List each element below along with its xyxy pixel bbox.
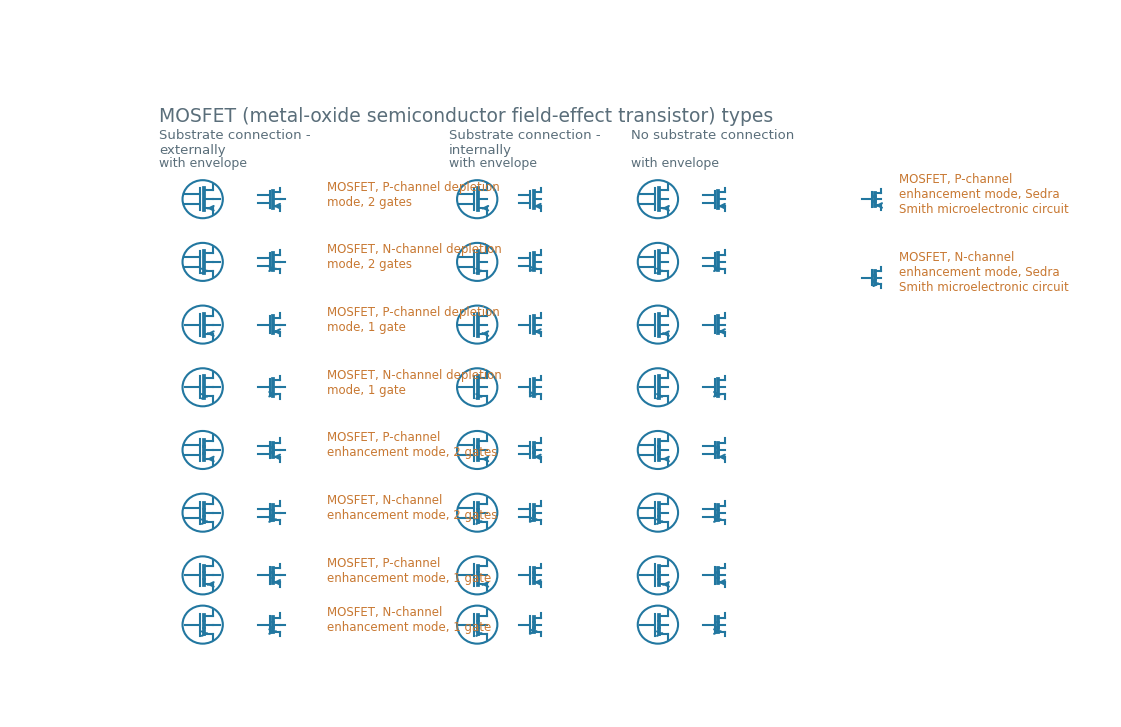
Text: MOSFET, P-channel depletion
mode, 2 gates: MOSFET, P-channel depletion mode, 2 gate… [327,180,500,209]
Text: MOSFET, P-channel
enhancement mode, 1 gate: MOSFET, P-channel enhancement mode, 1 ga… [327,557,491,585]
Text: MOSFET, N-channel depletion
mode, 2 gates: MOSFET, N-channel depletion mode, 2 gate… [327,244,502,271]
Text: Substrate connection -
internally: Substrate connection - internally [448,129,600,157]
Text: with envelope: with envelope [631,157,719,170]
Text: MOSFET, N-channel
enhancement mode, 1 gate: MOSFET, N-channel enhancement mode, 1 ga… [327,606,491,634]
Text: MOSFET, N-channel
enhancement mode, Sedra
Smith microelectronic circuit: MOSFET, N-channel enhancement mode, Sedr… [899,252,1068,294]
Text: MOSFET, P-channel depletion
mode, 1 gate: MOSFET, P-channel depletion mode, 1 gate [327,306,500,334]
Text: with envelope: with envelope [159,157,248,170]
Text: MOSFET, N-channel depletion
mode, 1 gate: MOSFET, N-channel depletion mode, 1 gate [327,369,502,397]
Text: Substrate connection -
externally: Substrate connection - externally [159,129,311,157]
Text: MOSFET, N-channel
enhancement mode, 2 gates: MOSFET, N-channel enhancement mode, 2 ga… [327,494,498,522]
Text: MOSFET, P-channel
enhancement mode, Sedra
Smith microelectronic circuit: MOSFET, P-channel enhancement mode, Sedr… [899,173,1068,216]
Text: No substrate connection: No substrate connection [631,129,795,142]
Text: MOSFET (metal-oxide semiconductor field-effect transistor) types: MOSFET (metal-oxide semiconductor field-… [159,107,773,126]
Text: with envelope: with envelope [448,157,537,170]
Text: MOSFET, P-channel
enhancement mode, 2 gates: MOSFET, P-channel enhancement mode, 2 ga… [327,431,498,459]
